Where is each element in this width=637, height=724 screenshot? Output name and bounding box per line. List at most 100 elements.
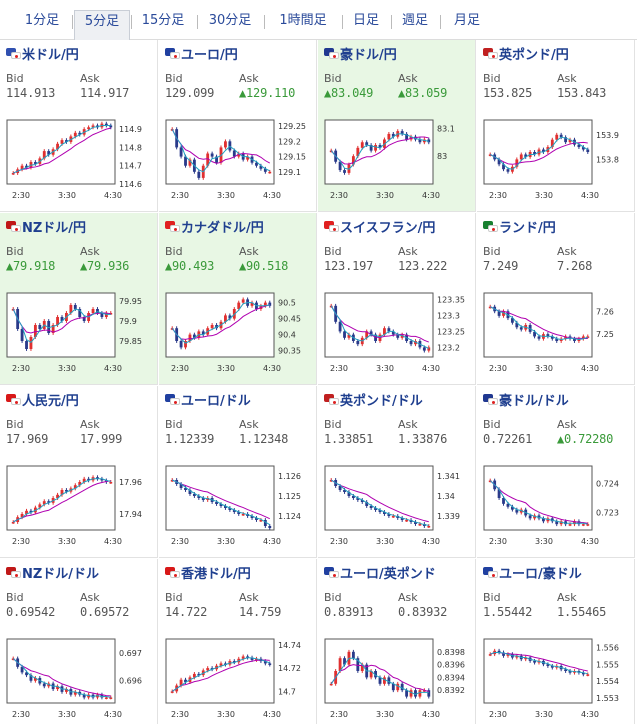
currency-card[interactable]: ユーロ/英ポンド Bid Ask 0.83913 0.83932 0.8398 0.… (318, 559, 476, 724)
candle-body (201, 498, 205, 500)
ask-label: Ask (398, 418, 418, 431)
currency-card[interactable]: 豪ドル/円 Bid Ask ▲83.049 ▲83.059 83.1 83 2:30 3… (318, 40, 476, 212)
price-chart[interactable]: 1.556 1.555 1.554 1.553 2:30 3:30 4:30 (482, 635, 632, 721)
candle-body (78, 309, 82, 317)
candle-body (65, 140, 68, 142)
candle-body (100, 313, 104, 317)
currency-card[interactable]: NZドル/円 Bid Ask ▲79.918 ▲79.936 79.95 79.9 7… (0, 213, 158, 385)
currency-pair-name[interactable]: ユーロ/英ポンド (340, 567, 436, 582)
currency-card[interactable]: ユーロ/円 Bid Ask 129.099 ▲129.110 129.25 129.… (159, 40, 317, 212)
candle-body (542, 149, 545, 152)
currency-pair-name[interactable]: ランド/円 (499, 221, 556, 236)
currency-card[interactable]: ユーロ/豪ドル Bid Ask 1.55442 1.55465 1.556 1.55… (477, 559, 635, 724)
currency-card[interactable]: スイスフラン/円 Bid Ask 123.197 123.222 123.35 12… (318, 213, 476, 385)
currency-card[interactable]: ランド/円 Bid Ask 7.249 7.268 7.26 7.25 2:30 3:3… (477, 213, 635, 385)
tab-1[interactable]: 1分足 (24, 13, 60, 28)
currency-card[interactable]: カナダドル/円 Bid Ask ▲90.493 ▲90.518 90.5 90.45… (159, 213, 317, 385)
currency-pair-name[interactable]: スイスフラン/円 (340, 221, 436, 236)
price-chart[interactable]: 0.724 0.723 2:30 3:30 4:30 (482, 462, 632, 548)
long-moving-average (171, 304, 270, 340)
tab-4[interactable]: 30分足 (208, 13, 252, 28)
currency-pair-name[interactable]: 豪ドル/ドル (499, 394, 569, 409)
price-chart[interactable]: 79.95 79.9 79.85 2:30 3:30 4:30 (5, 289, 155, 375)
price-chart[interactable]: 114.9 114.8 114.7 114.6 2:30 3:30 4:30 (5, 116, 155, 202)
candle-body (369, 506, 373, 508)
candle-body (502, 164, 505, 170)
currency-pair-name[interactable]: NZドル/ドル (22, 567, 100, 582)
price-chart[interactable]: 123.35 123.3 123.25 123.2 2:30 3:30 4:30 (323, 289, 473, 375)
currency-pair-name[interactable]: 人民元/円 (22, 394, 79, 409)
price-chart[interactable]: 0.8398 0.8396 0.8394 0.8392 2:30 3:30 4:30 (323, 635, 473, 721)
currency-card[interactable]: 豪ドル/ドル Bid Ask 0.72261 ▲0.72280 0.724 0.72… (477, 386, 635, 558)
price-chart[interactable]: 129.25 129.2 129.15 129.1 2:30 3:30 4:30 (164, 116, 314, 202)
candle-body (515, 322, 519, 328)
price-chart[interactable]: 14.74 14.72 14.7 2:30 3:30 4:30 (164, 635, 314, 721)
price-chart[interactable]: 1.126 1.125 1.124 2:30 3:30 4:30 (164, 462, 314, 548)
candle-body (343, 331, 346, 338)
currency-pair-name[interactable]: ユーロ/円 (181, 48, 238, 63)
y-tick-label: 129.25 (278, 122, 306, 131)
currency-card[interactable]: 香港ドル/円 Bid Ask 14.722 14.759 14.74 14.72 14… (159, 559, 317, 724)
currency-card[interactable]: 人民元/円 Bid Ask 17.969 17.999 17.96 17.94 2:3… (0, 386, 158, 558)
y-tick-label: 0.8394 (437, 673, 465, 682)
tab-3[interactable]: 15分足 (141, 13, 185, 28)
bid-label: Bid (165, 418, 183, 431)
currency-pair-name[interactable]: 香港ドル/円 (181, 567, 251, 582)
price-chart[interactable]: 0.697 0.696 2:30 3:30 4:30 (5, 635, 155, 721)
currency-pair-name[interactable]: 英ポンド/円 (499, 48, 569, 63)
currency-pair-name[interactable]: ユーロ/豪ドル (499, 567, 582, 582)
currency-pair-name[interactable]: 豪ドル/円 (340, 48, 397, 63)
candle-body (33, 325, 37, 337)
x-tick-label: 4:30 (104, 364, 122, 373)
x-tick-label: 3:30 (217, 191, 235, 200)
x-tick-label: 2:30 (330, 710, 348, 719)
candle-body (409, 690, 413, 697)
currency-card[interactable]: NZドル/ドル Bid Ask 0.69542 0.69572 0.697 0.69… (0, 559, 158, 724)
price-chart[interactable]: 83.1 83 2:30 3:30 4:30 (323, 116, 473, 202)
x-tick-label: 3:30 (58, 191, 76, 200)
x-tick-label: 4:30 (104, 537, 122, 546)
candle-body (546, 334, 550, 337)
price-chart[interactable]: 153.9 153.8 2:30 3:30 4:30 (482, 116, 632, 202)
tab-5[interactable]: 1時間足 (279, 13, 327, 28)
currency-card[interactable]: 米ドル/円 Bid Ask 114.913 114.917 114.9 114.8 1… (0, 40, 158, 212)
up-arrow-icon: ▲ (557, 432, 565, 446)
currency-card[interactable]: 英ポンド/円 Bid Ask 153.825 153.843 153.9 153.8… (477, 40, 635, 212)
candle-body (25, 510, 28, 514)
currency-card[interactable]: ユーロ/ドル Bid Ask 1.12339 1.12348 1.126 1.125… (159, 386, 317, 558)
candle-body (524, 657, 528, 660)
tab-2[interactable]: 5分足 (74, 10, 130, 40)
price-chart[interactable]: 17.96 17.94 2:30 3:30 4:30 (5, 462, 155, 548)
bid-value: 153.825 (483, 86, 533, 100)
currency-card[interactable]: 英ポンド/ドル Bid Ask 1.33851 1.33876 1.341 1.34… (318, 386, 476, 558)
ask-value: 7.268 (557, 259, 593, 273)
short-moving-average (489, 306, 588, 340)
currency-pair-name[interactable]: ユーロ/ドル (181, 394, 251, 409)
bid-label: Bid (165, 591, 183, 604)
y-tick-label: 1.554 (596, 677, 619, 686)
chart-frame (324, 119, 434, 185)
tab-6[interactable]: 日足 (352, 13, 379, 28)
up-arrow-icon: ▲ (165, 259, 173, 273)
y-tick-label: 0.724 (596, 479, 619, 488)
currency-pair-name[interactable]: 英ポンド/ドル (340, 394, 423, 409)
y-tick-label: 17.96 (119, 478, 142, 487)
bid-label: Bid (6, 591, 24, 604)
price-chart[interactable]: 7.26 7.25 2:30 3:30 4:30 (482, 289, 632, 375)
currency-pair-name[interactable]: NZドル/円 (22, 221, 87, 236)
candle-body (581, 672, 585, 675)
currency-pair-name[interactable]: カナダドル/円 (181, 221, 264, 236)
candle-body (201, 331, 205, 335)
tab-7[interactable]: 週足 (401, 13, 428, 28)
y-tick-label: 83 (437, 152, 447, 161)
short-moving-average (490, 651, 588, 675)
currency-pair-name[interactable]: 米ドル/円 (22, 48, 79, 63)
x-tick-label: 3:30 (376, 364, 394, 373)
tab-8[interactable]: 月足 (453, 13, 480, 28)
candle-body (586, 149, 590, 152)
y-tick-label: 153.8 (596, 155, 619, 164)
price-chart[interactable]: 1.341 1.34 1.339 2:30 3:30 4:30 (323, 462, 473, 548)
candle-body (414, 690, 417, 697)
price-chart[interactable]: 90.5 90.45 90.4 90.35 2:30 3:30 4:30 (164, 289, 314, 375)
candle-body (69, 305, 73, 313)
